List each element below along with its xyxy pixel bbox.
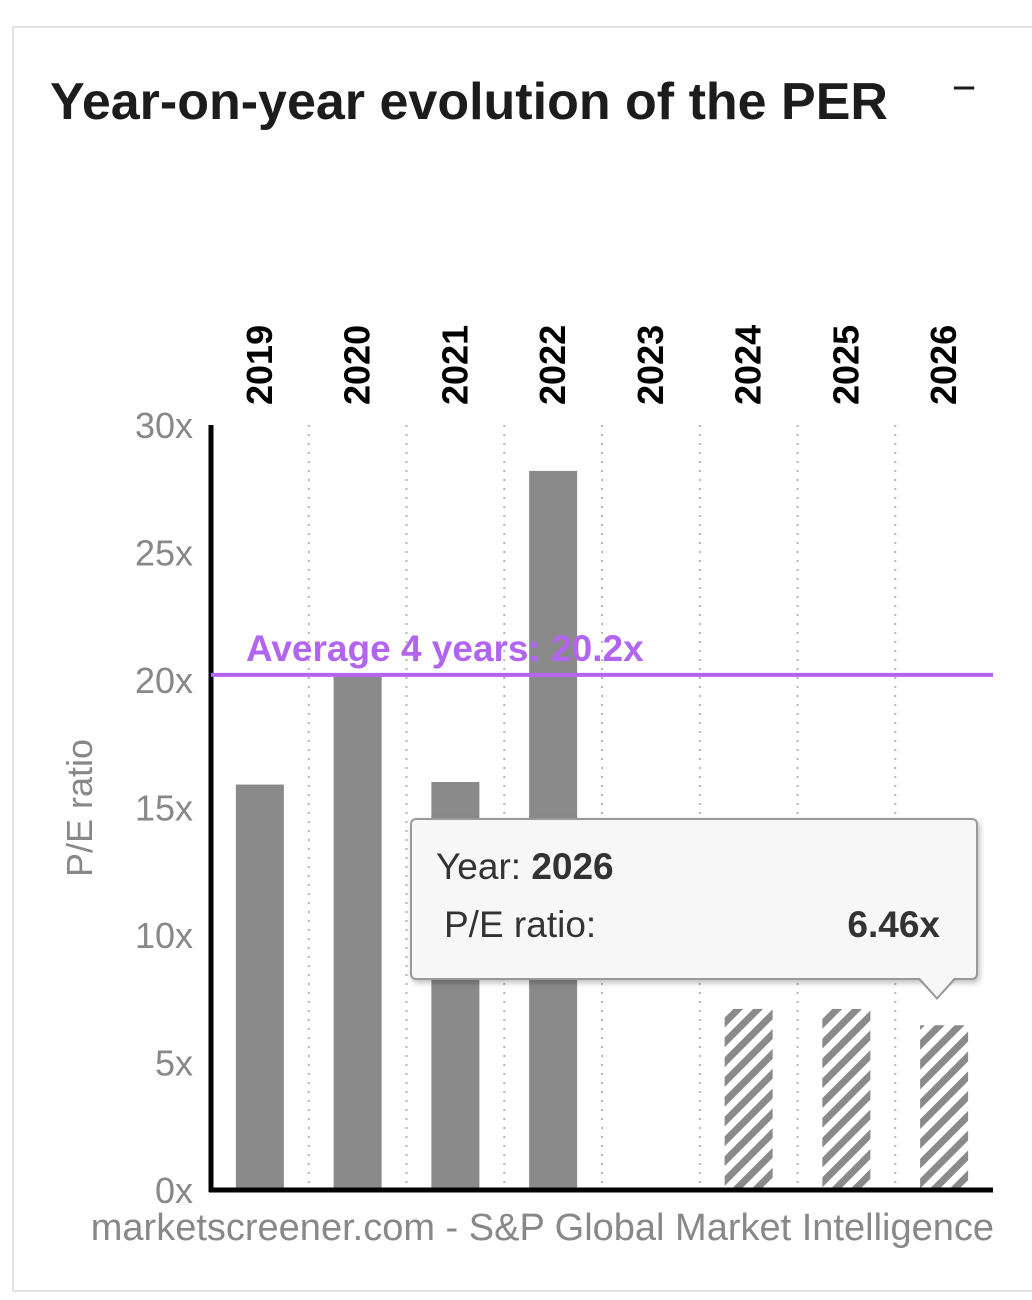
x-tick-label: 2020	[337, 325, 378, 405]
bar-2025[interactable]	[822, 1008, 871, 1190]
bar-2019[interactable]	[235, 784, 284, 1190]
y-tick-label: 25x	[135, 533, 193, 574]
per-chart-card: Year-on-year evolution of the PER −	[12, 26, 1032, 1292]
y-tick-label: 0x	[155, 1170, 193, 1211]
x-tick-label: 2019	[239, 325, 280, 405]
x-tick-label: 2024	[728, 325, 769, 405]
y-tick-label: 15x	[135, 788, 193, 829]
bar-2020[interactable]	[333, 674, 382, 1190]
y-tick-label: 5x	[155, 1043, 193, 1084]
y-tick-label: 30x	[135, 405, 193, 446]
x-tick-label: 2025	[825, 325, 866, 405]
y-axis-label: P/E ratio	[59, 739, 100, 877]
y-tick-label: 10x	[135, 915, 193, 956]
average-label: Average 4 years: 20.2x	[246, 628, 644, 669]
tooltip-year-row: Year: 2026	[436, 846, 614, 888]
chart-credits: marketscreener.com - S&P Global Market I…	[91, 1207, 994, 1249]
x-tick-label: 2023	[630, 325, 671, 405]
bar-2026[interactable]	[920, 1025, 969, 1190]
x-tick-label: 2026	[923, 325, 964, 405]
x-tick-label: 2022	[532, 325, 573, 405]
data-tooltip: Year: 2026 P/E ratio: 6.46x	[410, 818, 978, 1000]
tooltip-metric-label: P/E ratio:	[444, 904, 597, 945]
tooltip-year-label: Year:	[436, 846, 532, 887]
chart-title: Year-on-year evolution of the PER	[50, 73, 888, 131]
collapse-button[interactable]: −	[951, 64, 977, 111]
tooltip-year-value: 2026	[531, 846, 614, 887]
bar-2024[interactable]	[724, 1008, 773, 1190]
y-tick-label: 20x	[135, 660, 193, 701]
tooltip-metric-value: 6.46x	[847, 904, 940, 945]
x-tick-label: 2021	[434, 325, 475, 405]
